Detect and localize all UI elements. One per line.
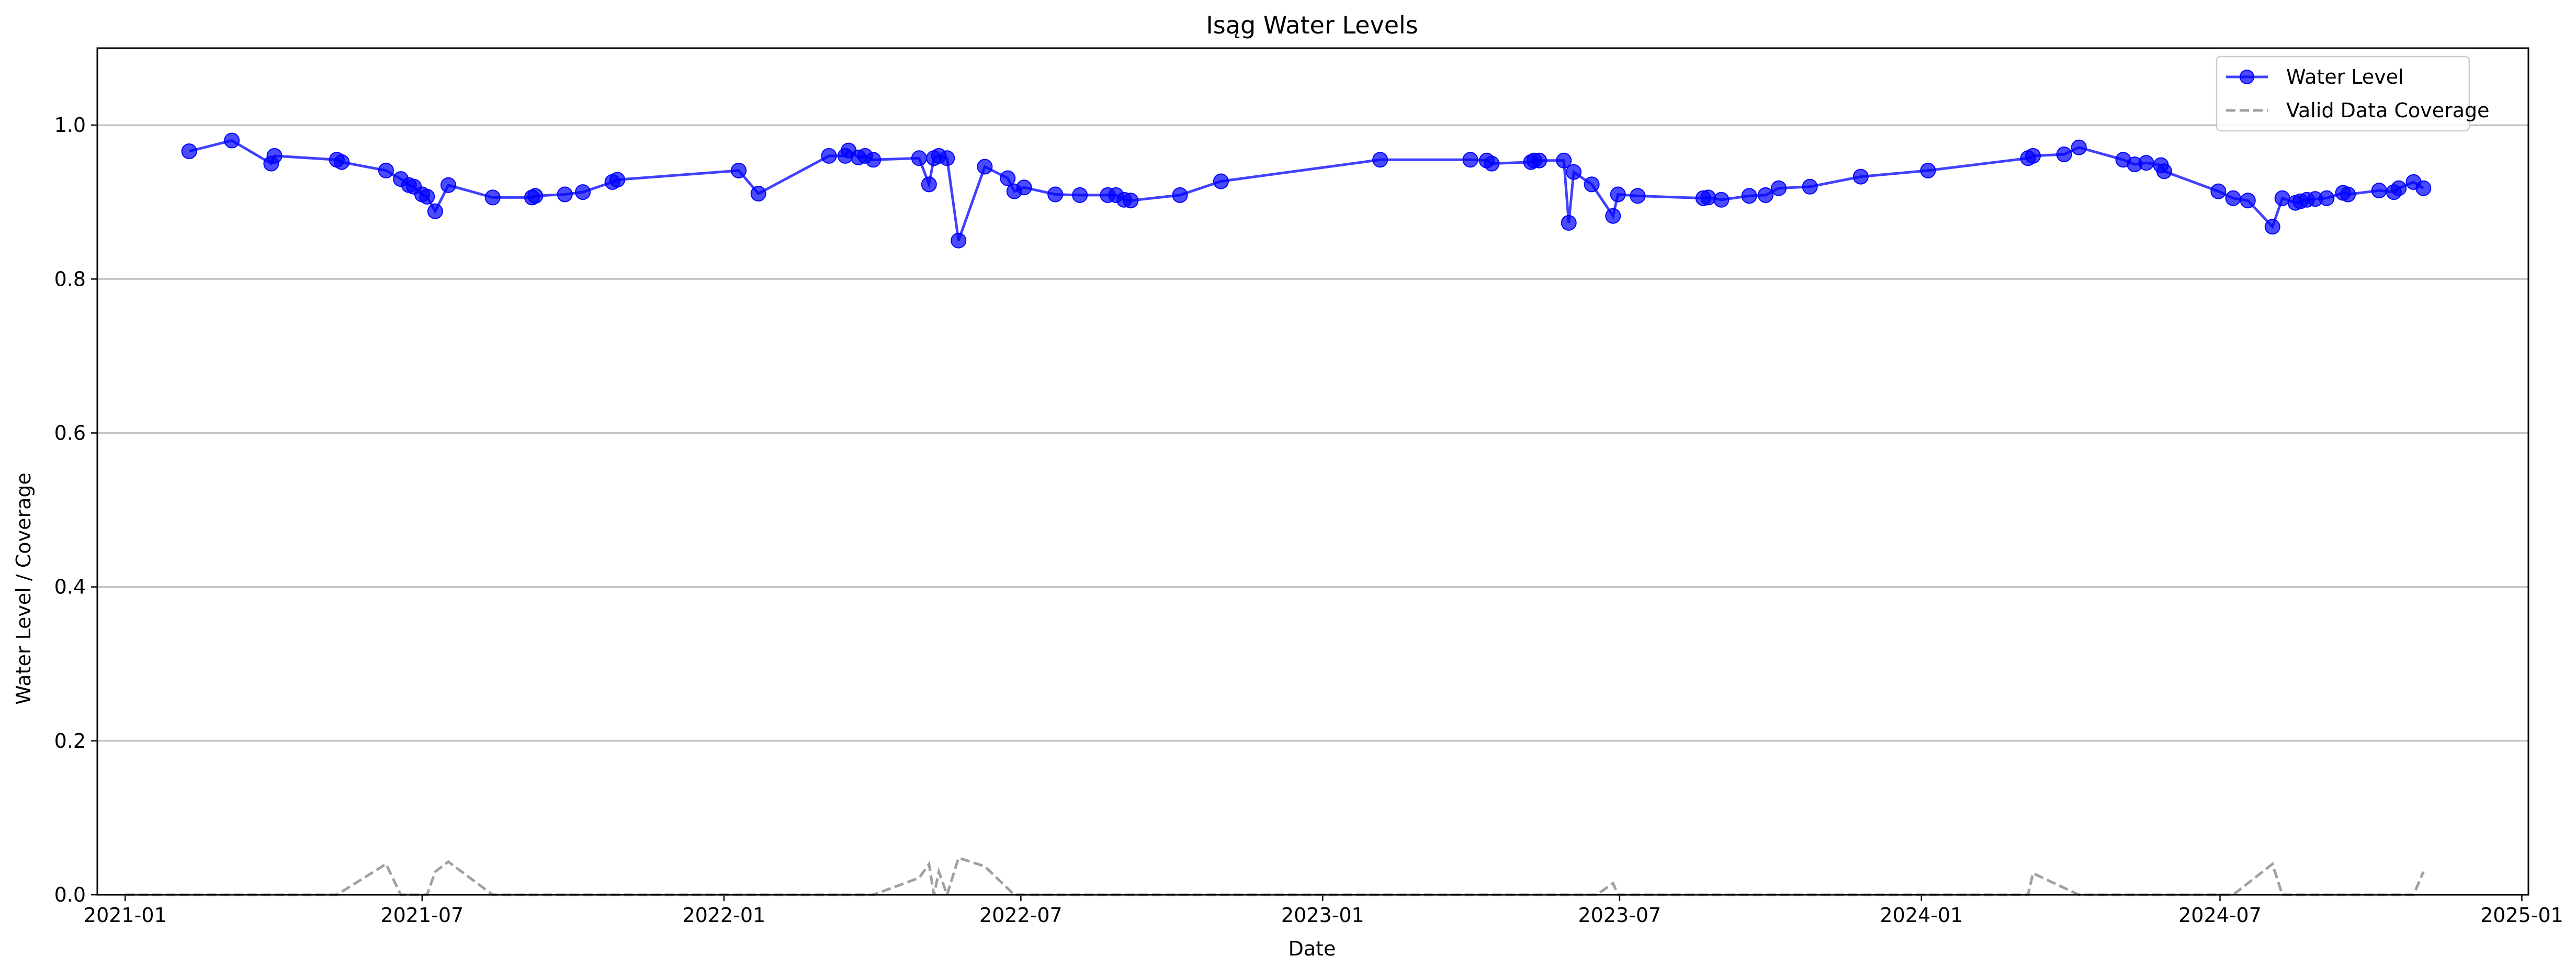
series-water-level — [181, 132, 2432, 249]
data-point-water-level — [1016, 179, 1032, 196]
data-point-water-level — [1566, 164, 1582, 180]
x-tick-label: 2022-01 — [682, 904, 765, 927]
y-axis: 0.0 0.2 0.4 0.6 0.8 1.0 — [54, 114, 97, 906]
data-point-water-level — [865, 152, 882, 168]
data-point-water-level — [731, 162, 747, 178]
data-point-water-level — [1584, 176, 1600, 193]
y-axis-label: Water Level / Coverage — [12, 473, 35, 705]
x-tick-label: 2021-07 — [380, 904, 464, 927]
data-point-water-level — [1123, 193, 1139, 209]
x-tick-label: 2024-01 — [1880, 904, 1963, 927]
data-point-water-level — [2371, 183, 2387, 199]
data-point-water-level — [2225, 190, 2241, 206]
data-point-water-level — [2240, 193, 2256, 209]
data-point-water-level — [1802, 178, 1818, 195]
data-point-water-level — [1561, 215, 1577, 231]
data-point-water-level — [1741, 188, 1757, 204]
data-point-water-level — [1072, 187, 1088, 203]
data-point-water-level — [2415, 180, 2432, 196]
data-point-water-level — [1920, 162, 1936, 178]
legend-marker-water-level — [2240, 70, 2254, 84]
data-point-water-level — [224, 132, 240, 149]
data-point-water-level — [921, 176, 937, 193]
data-point-water-level — [2071, 139, 2087, 155]
data-point-water-level — [527, 188, 544, 204]
x-tick-label: 2021-01 — [84, 904, 167, 927]
data-point-water-level — [1000, 170, 1016, 186]
data-point-water-level — [1484, 155, 1500, 172]
legend: Water Level Valid Data Coverage — [2216, 55, 2490, 132]
data-point-water-level — [2156, 163, 2172, 179]
plot-frame — [96, 47, 2529, 896]
data-point-water-level — [2264, 219, 2280, 235]
data-point-water-level — [1757, 187, 1773, 203]
data-point-water-level — [2056, 147, 2072, 162]
data-point-water-level — [575, 184, 591, 200]
data-point-water-level — [1771, 180, 1787, 196]
legend-label-valid-data-coverage: Valid Data Coverage — [2286, 99, 2490, 122]
data-point-water-level — [484, 189, 501, 206]
data-point-water-level — [1556, 152, 1572, 168]
data-point-water-level — [1713, 192, 1730, 208]
data-point-water-level — [1610, 186, 1626, 203]
data-point-water-level — [939, 150, 955, 166]
data-point-water-level — [2391, 180, 2407, 196]
y-tick-label: 1.0 — [54, 114, 86, 137]
chart-title: Isąg Water Levels — [1206, 11, 1418, 39]
data-point-water-level — [951, 232, 967, 249]
data-point-water-level — [1213, 173, 1229, 189]
y-tick-label: 0.8 — [54, 267, 86, 290]
data-point-water-level — [1047, 186, 1064, 203]
data-point-water-level — [440, 177, 456, 193]
x-axis: 2021-01 2021-07 2022-01 2022-07 2023-01 2023-… — [84, 895, 2563, 927]
data-point-water-level — [266, 148, 283, 164]
legend-box — [2216, 55, 2470, 132]
data-point-water-level — [750, 186, 766, 201]
data-point-water-level — [2138, 155, 2154, 171]
data-point-water-level — [2210, 183, 2227, 199]
data-point-water-level — [1700, 189, 1716, 206]
legend-label-water-level: Water Level — [2286, 65, 2404, 88]
x-tick-label: 2025-01 — [2480, 904, 2563, 927]
data-point-water-level — [977, 159, 993, 175]
data-point-water-level — [2319, 190, 2335, 206]
x-tick-label: 2023-01 — [1281, 904, 1364, 927]
x-tick-label: 2023-07 — [1578, 904, 1661, 927]
data-point-water-level — [181, 143, 197, 160]
data-point-water-level — [1172, 187, 1188, 203]
data-point-water-level — [557, 186, 573, 203]
data-point-water-level — [2025, 148, 2041, 164]
x-tick-label: 2024-07 — [2178, 904, 2262, 927]
data-point-water-level — [1852, 168, 1869, 185]
data-point-water-level — [821, 148, 837, 164]
data-point-water-level — [1605, 208, 1621, 224]
data-point-water-level — [378, 162, 394, 178]
y-tick-label: 0.0 — [54, 883, 86, 906]
data-point-water-level — [419, 188, 435, 205]
x-tick-label: 2022-07 — [979, 904, 1063, 927]
data-point-water-level — [911, 150, 927, 166]
data-point-water-level — [334, 154, 350, 170]
y-tick-label: 0.6 — [54, 421, 86, 444]
data-point-water-level — [609, 172, 625, 188]
data-point-water-level — [1462, 152, 1478, 168]
y-tick-label: 0.2 — [54, 729, 86, 752]
data-point-water-level — [427, 203, 443, 219]
data-point-water-level — [1372, 152, 1388, 168]
data-point-water-level — [2274, 190, 2290, 206]
data-point-water-level — [2340, 186, 2356, 203]
data-point-water-level — [1531, 152, 1547, 168]
data-point-water-level — [1630, 188, 1646, 204]
y-tick-label: 0.4 — [54, 576, 86, 599]
x-axis-label: Date — [1289, 937, 1336, 960]
